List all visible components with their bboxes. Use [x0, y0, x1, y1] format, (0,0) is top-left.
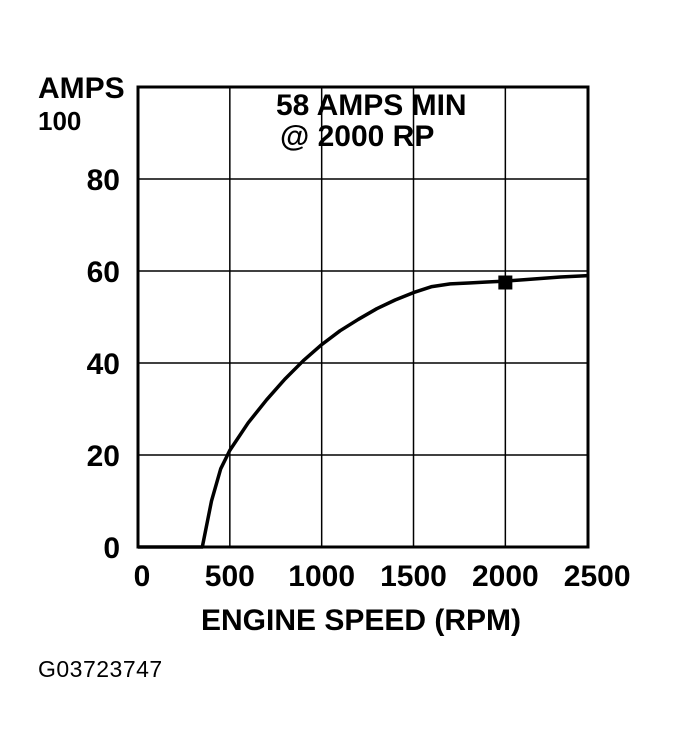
series-line: [138, 273, 589, 549]
figure-id: G03723747: [38, 656, 163, 682]
x-tick-label: 500: [205, 560, 255, 593]
y-tick-label: 80: [87, 164, 120, 197]
y-tick-label: 60: [87, 256, 120, 289]
y-axis-label: AMPS: [38, 72, 125, 105]
annotation-line-1: 58 AMPS MIN: [276, 89, 467, 122]
x-axis-label: ENGINE SPEED (RPM): [201, 604, 521, 637]
y-tick-label: 0: [103, 532, 120, 565]
grid-lines: [138, 87, 588, 547]
x-tick-label: 2000: [472, 560, 539, 593]
plot-frame: [136, 85, 590, 549]
data-point-marker: [498, 275, 513, 290]
plot-border: [136, 85, 590, 549]
x-tick-label: 2500: [564, 560, 631, 593]
x-tick-label: 1000: [288, 560, 355, 593]
y-tick-label: 20: [87, 440, 120, 473]
x-tick-label: 0: [134, 560, 151, 593]
y-tick-label: 40: [87, 348, 120, 381]
series-layer: [138, 273, 589, 549]
y-tick-label: 100: [38, 106, 81, 136]
annotation-line-2: @ 2000 RP: [280, 120, 434, 153]
x-tick-label: 1500: [380, 560, 447, 593]
